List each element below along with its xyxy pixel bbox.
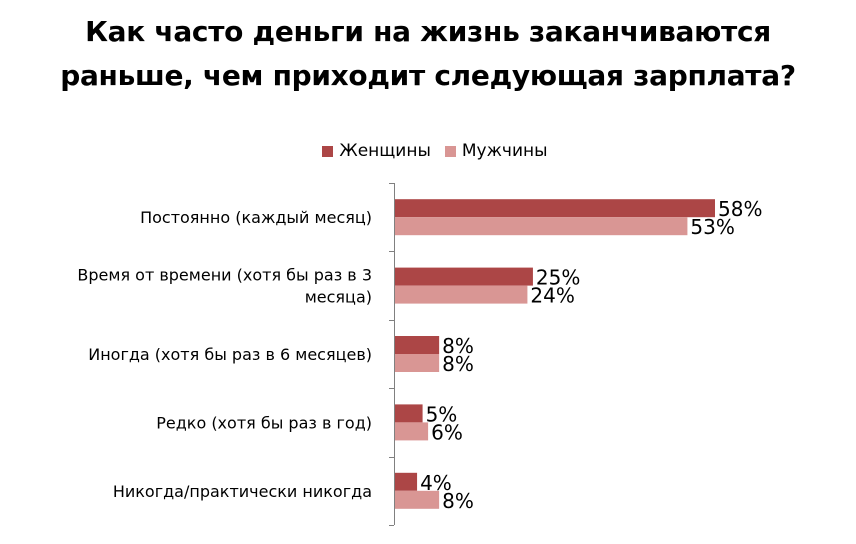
bar-women xyxy=(395,472,418,491)
category-label: Редко (хотя бы раз в год) xyxy=(156,413,372,432)
data-label-men: 8% xyxy=(442,489,474,513)
data-label-men: 6% xyxy=(431,420,463,444)
data-label-women: 25% xyxy=(536,266,580,290)
legend-swatch-men xyxy=(444,145,456,157)
category-label: Время от времени (хотя бы раз в 3 xyxy=(77,266,372,285)
bar-women xyxy=(395,267,533,286)
chart-legend: Женщины Мужчины xyxy=(0,140,856,162)
chart-title-line-2: раньше, чем приходит следующая зарплата? xyxy=(60,59,796,92)
category-label: Иногда (хотя бы раз в 6 месяцев) xyxy=(88,345,372,364)
data-label-women: 5% xyxy=(426,402,458,426)
chart-title: Как часто деньги на жизнь заканчиваются … xyxy=(0,10,856,98)
bar-men xyxy=(395,285,528,304)
legend-item-men: Мужчины xyxy=(444,140,548,162)
legend-item-women: Женщины xyxy=(322,140,431,162)
legend-swatch-women xyxy=(322,145,334,157)
bar-women xyxy=(395,404,423,423)
bar-men xyxy=(395,490,440,509)
data-label-men: 8% xyxy=(442,352,474,376)
bar-men xyxy=(395,217,688,236)
data-label-women: 8% xyxy=(442,334,474,358)
bar-men xyxy=(395,354,440,372)
legend-label-women: Женщины xyxy=(339,141,431,161)
category-label: месяца) xyxy=(305,288,372,307)
bar-women xyxy=(395,336,440,354)
category-label: Постоянно (каждый месяц) xyxy=(140,208,372,227)
bar-women xyxy=(395,199,715,218)
chart-title-line-1: Как часто деньги на жизнь заканчиваются xyxy=(85,15,771,48)
category-label: Никогда/практически никогда xyxy=(113,482,372,501)
data-label-men: 53% xyxy=(690,215,734,239)
data-label-men: 24% xyxy=(530,284,574,308)
bar-men xyxy=(395,422,429,441)
legend-label-men: Мужчины xyxy=(461,141,548,161)
data-label-women: 58% xyxy=(718,197,762,221)
